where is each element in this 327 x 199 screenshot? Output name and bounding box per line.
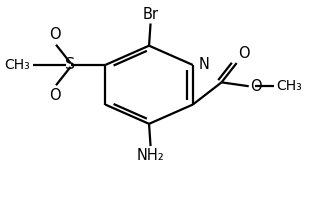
Text: O: O — [49, 27, 60, 42]
Text: Br: Br — [143, 7, 159, 21]
Text: CH₃: CH₃ — [276, 79, 301, 93]
Text: CH₃: CH₃ — [4, 58, 30, 72]
Text: O: O — [250, 79, 262, 94]
Text: S: S — [65, 58, 76, 72]
Text: NH₂: NH₂ — [137, 148, 164, 163]
Text: N: N — [198, 57, 209, 71]
Text: O: O — [238, 46, 250, 61]
Text: O: O — [49, 88, 60, 103]
